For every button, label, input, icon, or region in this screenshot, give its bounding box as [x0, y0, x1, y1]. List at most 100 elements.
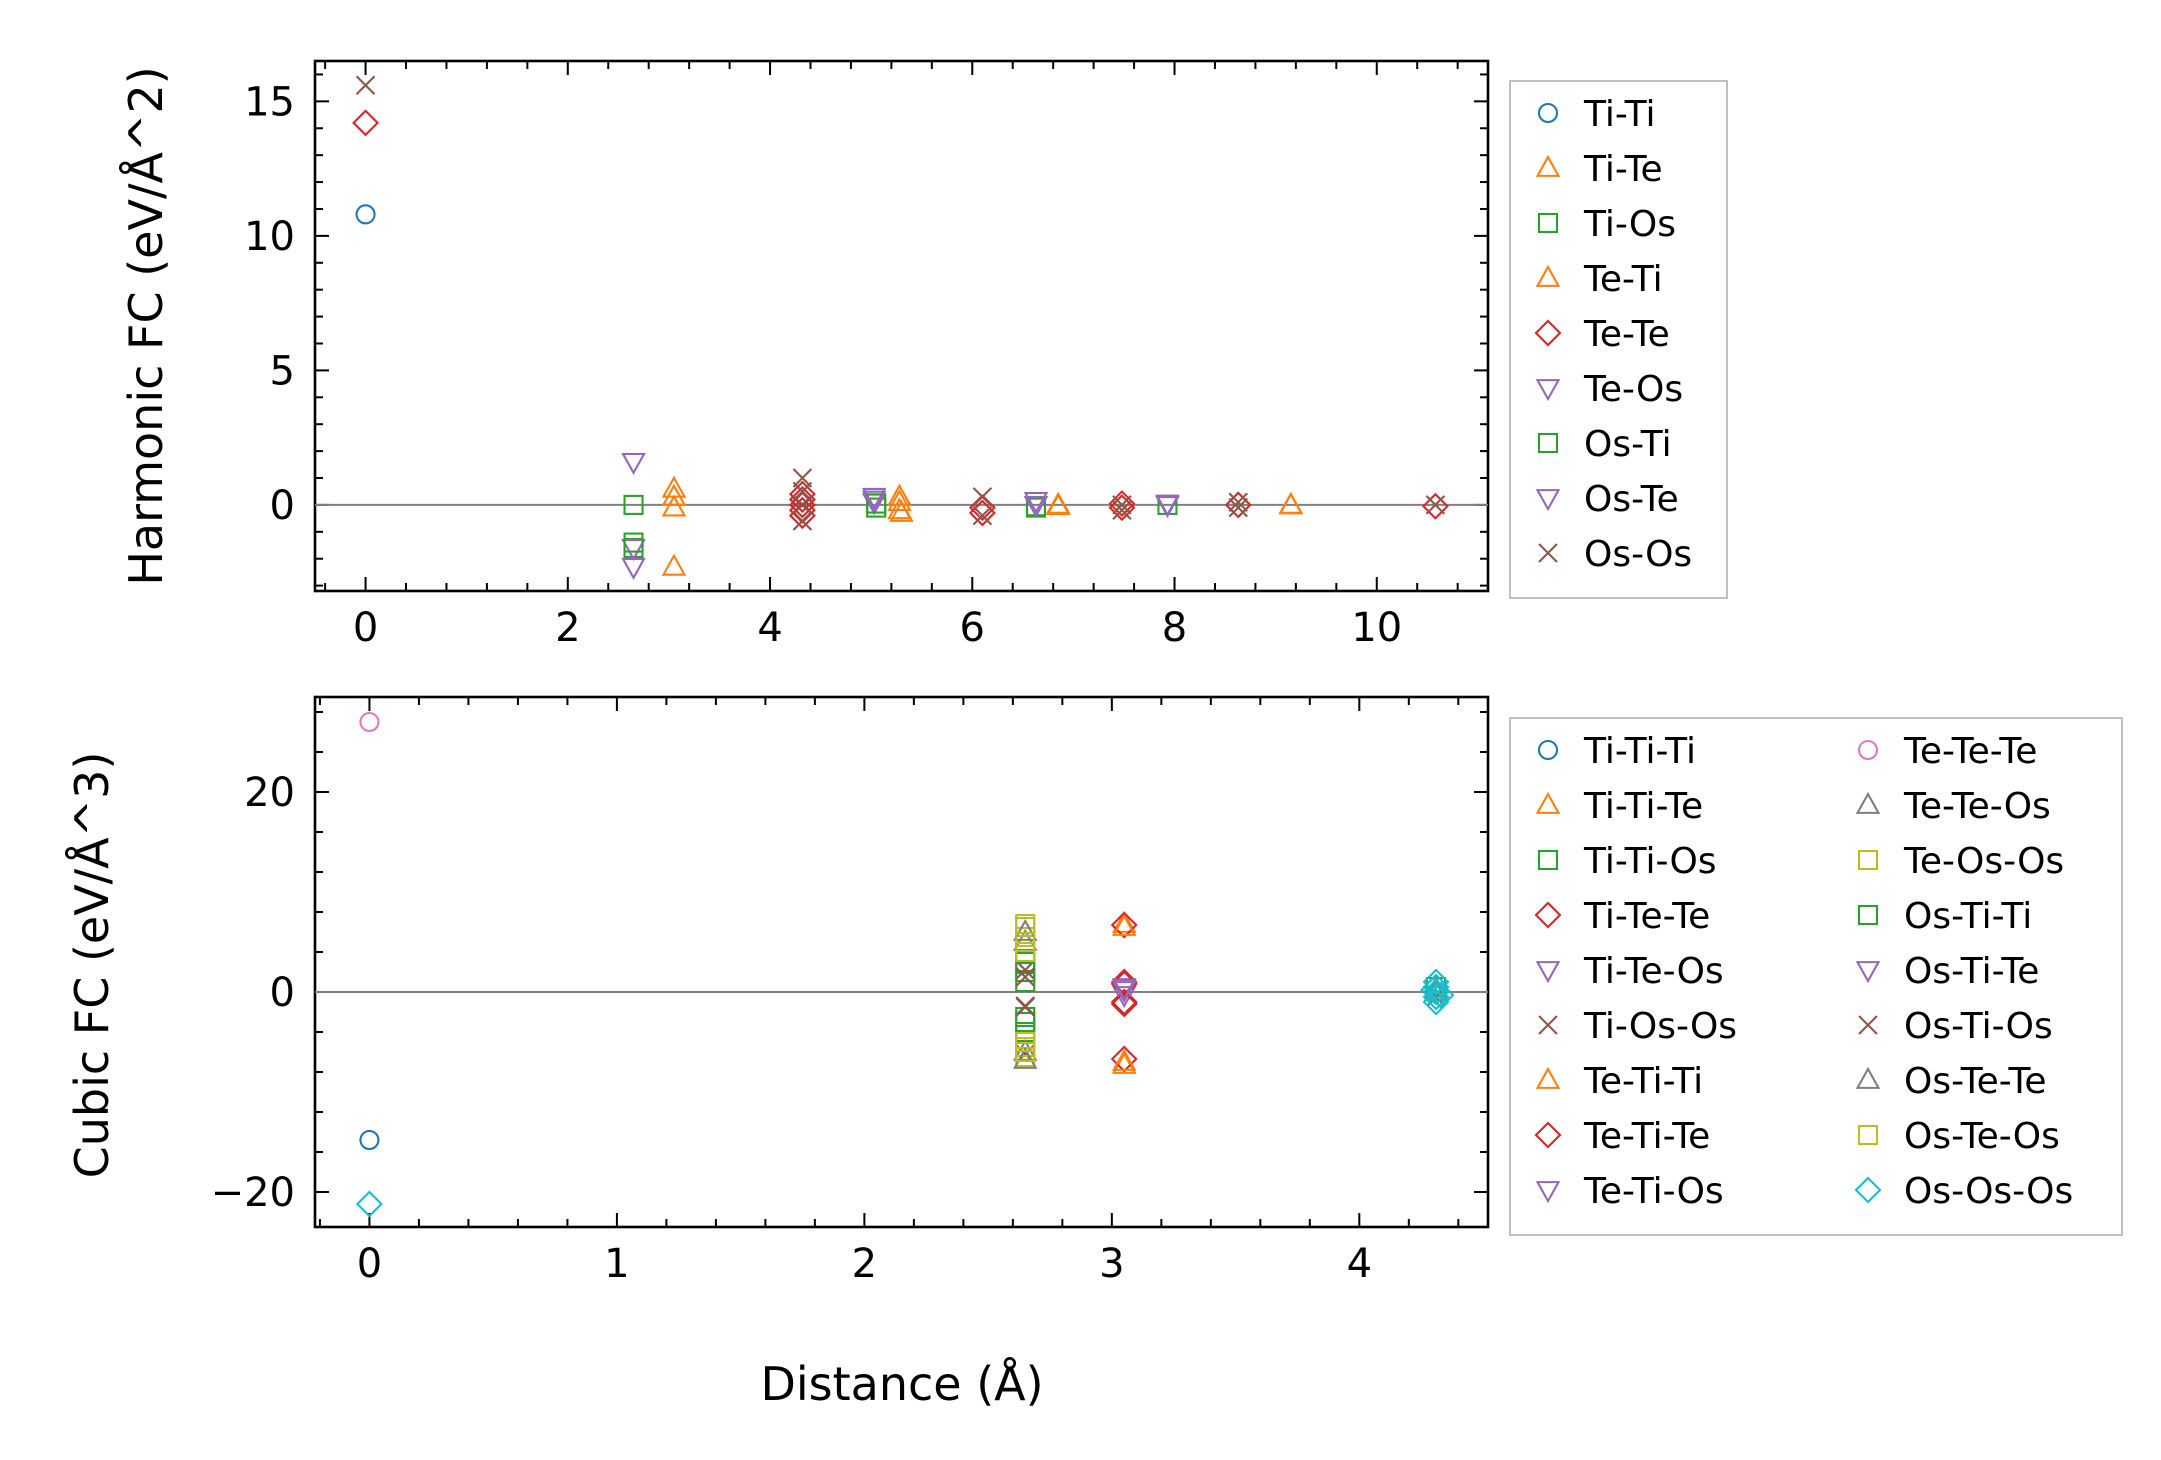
- harmonic-point-os-ti: [866, 493, 887, 514]
- cubic-panel: 0 1 2 3 4 −20 0 20 Cubic FC (eV/Å^3) Distance (…: [65, 695, 2123, 1411]
- cubic-legend-marker-te-ti-os: [1535, 1181, 1561, 1204]
- harmonic-point-te-os: [861, 487, 887, 511]
- harmonic-legend-label: Ti-Ti: [1583, 94, 1655, 135]
- harmonic-x-tick-label: 0: [353, 605, 378, 651]
- harmonic-point-te-os: [621, 452, 646, 476]
- cubic-point-ti-te-te: [1110, 911, 1138, 939]
- cubic-point-os-te-os: [1015, 1041, 1036, 1063]
- harmonic-point-te-os: [1023, 491, 1049, 515]
- cubic-legend-label: Os-Te-Os: [1904, 1116, 2060, 1157]
- cubic-legend-label: Te-Ti-Te: [1583, 1116, 1710, 1157]
- harmonic-y-tick-label: 5: [270, 348, 295, 394]
- harmonic-point-ti-ti: [355, 204, 376, 225]
- cubic-legend-label: Os-Ti-Os: [1904, 1006, 2053, 1047]
- cubic-legend-marker-te-os-os: [1857, 849, 1879, 871]
- cubic-point-ti-ti-ti: [359, 1129, 380, 1151]
- harmonic-point-os-os: [792, 511, 813, 531]
- cubic-legend-label: Te-Os-Os: [1903, 841, 2064, 882]
- cubic-point-os-te-te: [1012, 1046, 1038, 1069]
- cubic-legend-label: Te-Te-Os: [1903, 786, 2051, 827]
- cubic-x-tick-label: 4: [1347, 1241, 1372, 1287]
- cubic-legend-label: Ti-Os-Os: [1583, 1006, 1737, 1047]
- cubic-legend-label: Ti-Ti-Os: [1583, 841, 1717, 882]
- cubic-y-tick-label: −20: [211, 1170, 295, 1216]
- cubic-legend-label: Ti-Ti-Te: [1583, 786, 1703, 827]
- cubic-point-ti-te-te: [1110, 1045, 1138, 1073]
- cubic-legend-label: Te-Ti-Os: [1583, 1171, 1724, 1212]
- cubic-x-tick-label: 2: [852, 1241, 877, 1287]
- cubic-legend-marker-os-ti-te: [1855, 961, 1881, 984]
- harmonic-point-ti-te: [887, 483, 912, 506]
- cubic-legend-label: Os-Os-Os: [1904, 1171, 2073, 1212]
- harmonic-point-os-te: [1155, 495, 1180, 519]
- cubic-legend-marker-ti-os-os: [1538, 1015, 1558, 1035]
- cubic-legend-label: Os-Te-Te: [1904, 1061, 2047, 1102]
- cubic-legend-marker-te-ti-ti: [1535, 1066, 1561, 1089]
- harmonic-point-te-te: [1421, 492, 1449, 520]
- cubic-legend-marker-ti-ti-ti: [1537, 739, 1559, 761]
- harmonic-legend-marker-os-ti: [1537, 432, 1559, 454]
- harmonic-legend-label: Te-Os: [1583, 369, 1683, 410]
- harmonic-legend-marker-ti-te: [1535, 154, 1561, 177]
- harmonic-y-axis-label-text: Harmonic FC (eV/Å^2): [119, 66, 173, 585]
- harmonic-point-os-os: [1112, 495, 1132, 515]
- cubic-legend-label: Ti-Ti-Ti: [1583, 731, 1696, 772]
- cubic-legend-box: [1509, 717, 2123, 1236]
- cubic-legend-marker-te-te-te: [1857, 739, 1879, 761]
- cubic-point-os-ti-os: [1015, 967, 1035, 987]
- harmonic-x-tick-label: 10: [1351, 605, 1402, 651]
- cubic-x-tick-label: 1: [604, 1241, 629, 1287]
- cubic-legend-label: Os-Ti-Ti: [1904, 896, 2032, 937]
- cubic-legend-marker-os-ti-ti: [1857, 904, 1879, 926]
- cubic-point-ti-ti-te: [1111, 1051, 1137, 1074]
- harmonic-legend-marker-os-os: [1538, 543, 1558, 563]
- harmonic-legend-marker-os-te: [1535, 489, 1561, 512]
- cubic-point-os-te-te: [1012, 918, 1038, 941]
- harmonic-x-tick-label: 8: [1162, 605, 1187, 651]
- harmonic-legend-label: Te-Te: [1583, 314, 1670, 355]
- cubic-point-te-ti-ti: [1111, 1048, 1137, 1071]
- cubic-point-ti-te-te: [1110, 968, 1138, 996]
- harmonic-point-ti-te: [661, 494, 687, 517]
- harmonic-point-os-te: [1023, 495, 1049, 519]
- harmonic-point-os-os: [1425, 495, 1446, 515]
- harmonic-y-tick-label: 15: [244, 79, 295, 125]
- harmonic-y-tick-label: 0: [270, 483, 295, 529]
- harmonic-data-points: [315, 75, 1488, 580]
- harmonic-point-ti-te: [887, 497, 912, 520]
- harmonic-legend-label: Ti-Te: [1583, 149, 1663, 190]
- harmonic-legend-marker-ti-ti: [1537, 102, 1559, 124]
- harmonic-point-os-os: [1112, 500, 1132, 521]
- cubic-point-os-te-os: [1015, 931, 1036, 953]
- cubic-data-points: [315, 711, 1488, 1218]
- cubic-point-os-os-os: [1422, 988, 1450, 1016]
- cubic-legend-marker-ti-te-os: [1535, 961, 1561, 984]
- cubic-point-ti-ti-te: [1111, 910, 1137, 933]
- harmonic-x-tick-label: 6: [960, 605, 985, 651]
- harmonic-panel: 0 2 4 6 8 10 0 5 10 15 Harmonic FC (eV/Å^2) Ti-Ti…: [119, 59, 1728, 651]
- harmonic-point-os-os: [792, 495, 813, 515]
- harmonic-point-os-ti: [623, 532, 644, 553]
- harmonic-point-te-ti: [661, 483, 687, 506]
- harmonic-plot-frame: [313, 59, 1490, 593]
- harmonic-point-te-ti: [1278, 491, 1304, 514]
- cubic-point-os-os-os: [1427, 981, 1455, 1009]
- cubic-point-os-os-os: [1422, 968, 1450, 996]
- cubic-legend-label: Te-Te-Te: [1903, 731, 2037, 772]
- harmonic-point-os-te: [861, 490, 887, 513]
- x-axis-label-text: Distance (Å): [760, 1357, 1043, 1411]
- cubic-point-os-ti-os: [1015, 997, 1035, 1017]
- harmonic-legend-marker-te-ti: [1535, 264, 1561, 287]
- harmonic-point-te-te: [1108, 490, 1136, 518]
- cubic-legend-label: Os-Ti-Te: [1904, 951, 2039, 992]
- harmonic-x-tick-label: 4: [757, 605, 782, 651]
- cubic-ticks: 0 1 2 3 4 −20 0 20: [211, 697, 1488, 1287]
- harmonic-point-te-ti: [1045, 491, 1071, 514]
- harmonic-legend: Ti-Ti Ti-Te Ti-Os Te-Ti Te-Te Te-Os Os-Ti Os-Te…: [1509, 80, 1728, 599]
- cubic-legend-marker-os-os-os: [1854, 1176, 1882, 1204]
- harmonic-point-te-te: [352, 109, 380, 137]
- cubic-legend: Ti-Ti-Ti Ti-Ti-Te Ti-Ti-Os Ti-Te-Te Ti-Te-Os…: [1509, 717, 2123, 1236]
- harmonic-point-os-te: [621, 557, 646, 580]
- cubic-legend-label: Ti-Te-Te: [1583, 896, 1710, 937]
